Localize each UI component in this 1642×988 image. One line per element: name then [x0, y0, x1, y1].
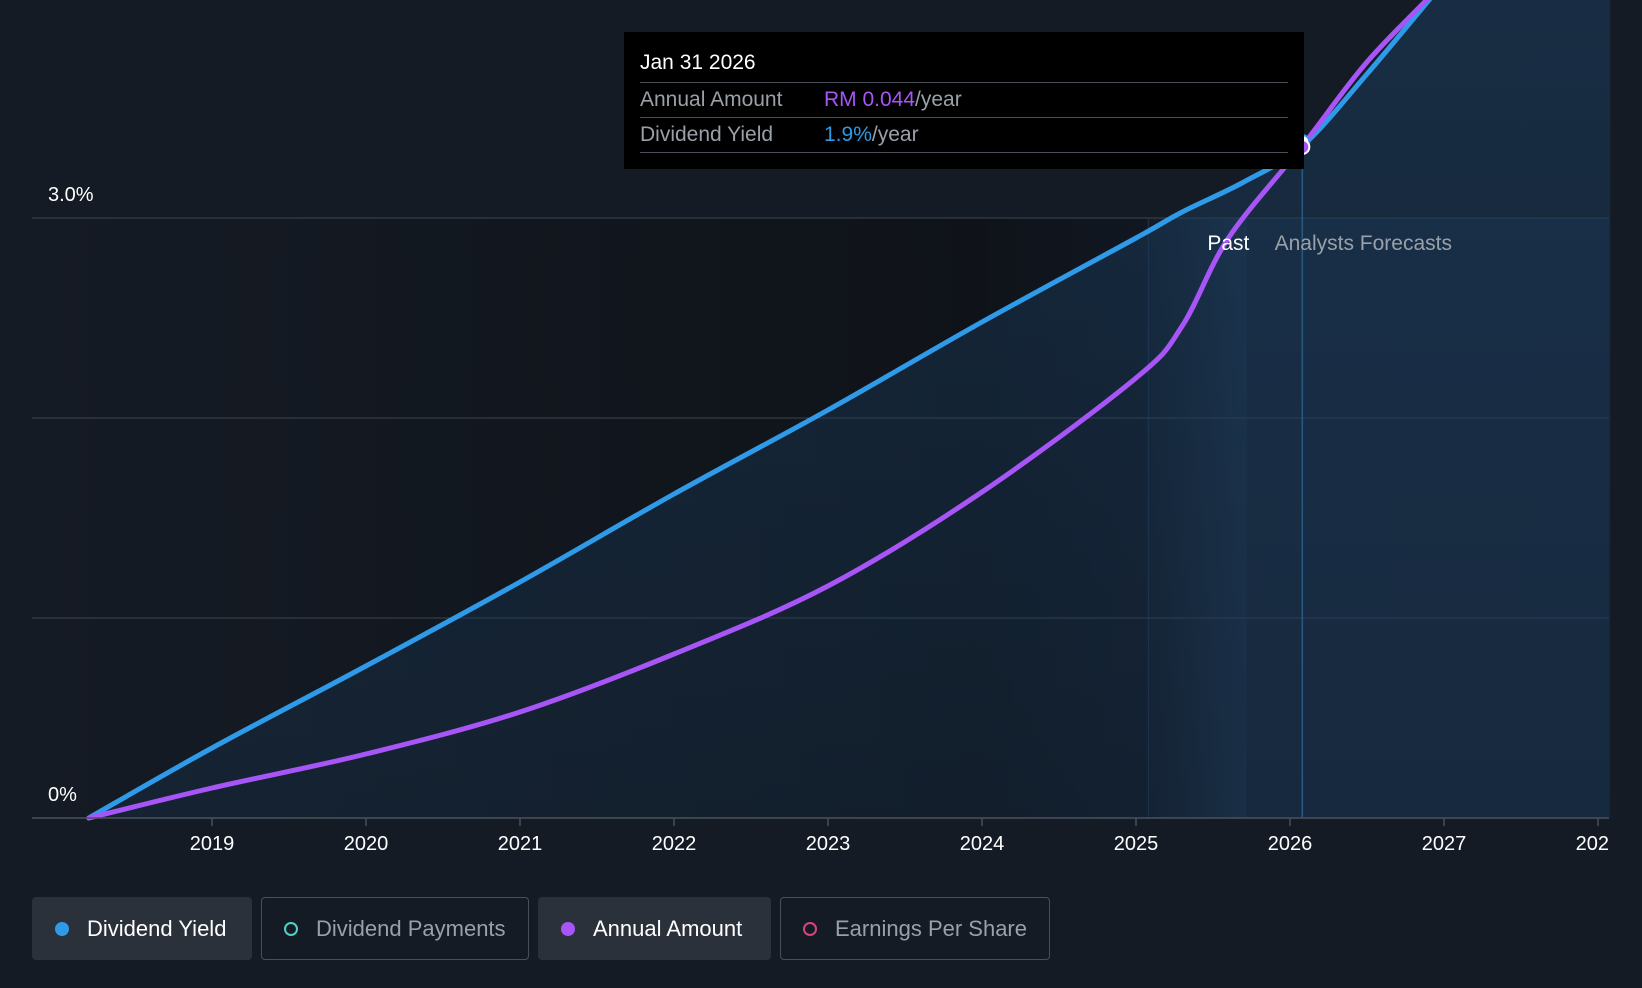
- legend-dot-icon: [561, 921, 575, 936]
- annual-amount-line: [86, 0, 1431, 821]
- chart-tooltip: Jan 31 2026 Annual Amount RM 0.044 /year…: [624, 32, 1304, 169]
- forecast-region-label: Analysts Forecasts: [1275, 232, 1452, 255]
- tooltip-date: Jan 31 2026: [640, 48, 1288, 83]
- x-tick-label: 2025: [1114, 833, 1159, 855]
- legend-label: Dividend Yield: [87, 915, 227, 941]
- tooltip-value: 1.9%: [824, 123, 872, 146]
- past-region-label: Past: [1207, 232, 1249, 255]
- legend-label: Annual Amount: [593, 915, 743, 941]
- x-tick-label: 202: [1576, 833, 1609, 855]
- x-tick-label: 2027: [1422, 833, 1467, 855]
- tooltip-row-annual-amount: Annual Amount RM 0.044 /year: [640, 83, 1288, 118]
- tooltip-value: RM 0.044: [824, 88, 916, 111]
- x-tick-label: 2023: [806, 833, 851, 855]
- y-tick-top-label: 3.0%: [48, 184, 94, 206]
- chart-legend: Dividend Yield Dividend Payments Annual …: [32, 897, 1050, 960]
- legend-dividend-yield-button[interactable]: Dividend Yield: [32, 897, 252, 960]
- x-tick-label: 2022: [652, 833, 697, 855]
- legend-annual-amount-button[interactable]: Annual Amount: [538, 897, 771, 960]
- tooltip-row-dividend-yield: Dividend Yield 1.9% /year: [640, 118, 1288, 153]
- x-tick-label: 2020: [344, 833, 389, 855]
- legend-dividend-payments-button[interactable]: Dividend Payments: [261, 897, 529, 960]
- legend-earnings-per-share-button[interactable]: Earnings Per Share: [780, 897, 1050, 960]
- legend-label: Dividend Payments: [316, 915, 506, 941]
- dividend-yield-area: [88, 0, 1611, 818]
- legend-label: Earnings Per Share: [835, 915, 1027, 941]
- dividend-yield-line: [86, 0, 1433, 821]
- y-tick-bottom-label: 0%: [48, 784, 77, 806]
- x-tick-label: 2019: [190, 833, 235, 855]
- x-tick-label: 2024: [960, 833, 1005, 855]
- tooltip-label: Annual Amount: [640, 88, 783, 111]
- legend-dot-icon: [55, 921, 69, 936]
- tooltip-label: Dividend Yield: [640, 123, 774, 146]
- legend-ring-icon: [284, 921, 298, 936]
- legend-ring-icon: [803, 921, 817, 936]
- tooltip-unit: /year: [871, 123, 919, 146]
- tooltip-unit: /year: [915, 88, 962, 111]
- x-tick-label: 2026: [1268, 833, 1313, 855]
- x-tick-label: 2021: [498, 833, 543, 855]
